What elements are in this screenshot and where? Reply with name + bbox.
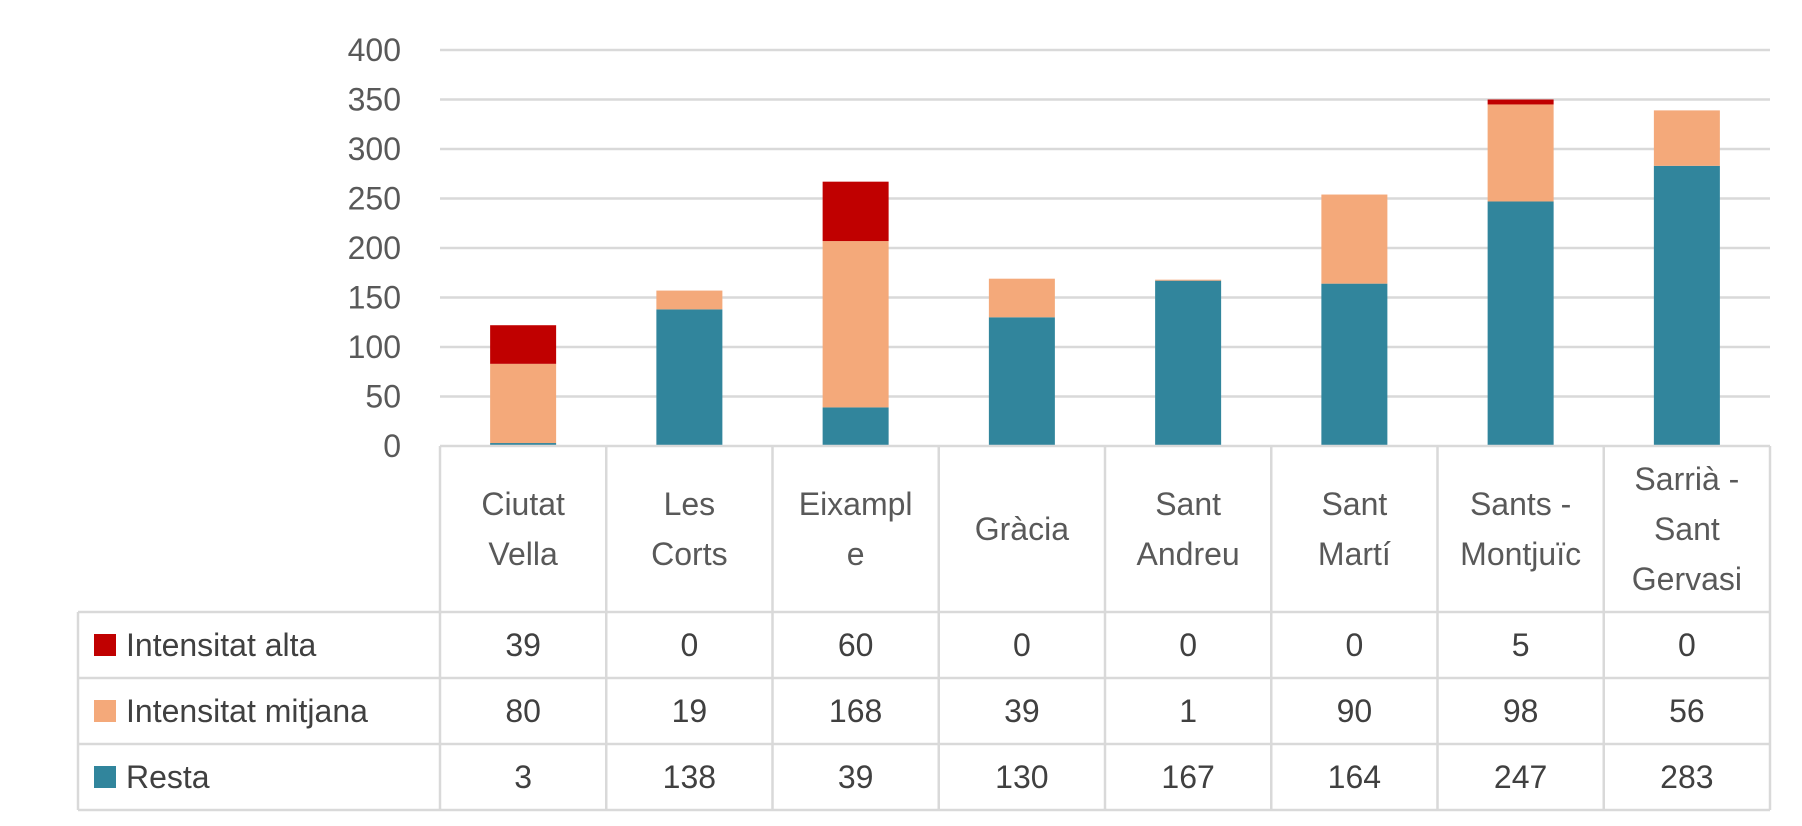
category-label: Sants - [1470,486,1571,522]
bar-segment [1321,194,1388,284]
legend-swatch [94,766,116,788]
category-label: Sarrià - [1634,461,1739,497]
category-label: Vella [488,536,558,572]
category-label: Sant [1321,486,1387,522]
bar-segment [490,325,557,364]
bars [490,99,1720,446]
data-label: 283 [1660,759,1713,795]
category-label: Sant [1155,486,1221,522]
y-tick-label: 100 [348,329,401,365]
y-tick-label: 50 [365,379,401,415]
y-tick-label: 300 [348,131,401,167]
bar-segment [1321,283,1388,446]
bar-segment [1653,110,1720,166]
category-label: Martí [1318,536,1391,572]
category-label: Andreu [1137,536,1240,572]
legend-swatch [94,700,116,722]
bar-segment [822,407,889,446]
bar-segment [1653,165,1720,446]
data-label: 39 [838,759,874,795]
data-label: 3 [514,759,532,795]
y-tick-label: 250 [348,181,401,217]
data-label: 0 [680,627,698,663]
data-label: 168 [829,693,882,729]
data-label: 0 [1013,627,1031,663]
data-label: 39 [1004,693,1040,729]
category-label: Gervasi [1632,561,1742,597]
legend-label: Intensitat mitjana [126,693,368,729]
data-label: 5 [1512,627,1530,663]
gridlines [440,48,1770,398]
y-tick-label: 400 [348,32,401,68]
category-label: Gràcia [975,511,1069,547]
legend-label: Resta [126,759,210,795]
data-label: 0 [1179,627,1197,663]
category-label: Sant [1654,511,1720,547]
bar-segment [988,278,1055,318]
data-label: 60 [838,627,874,663]
category-label: Eixampl [799,486,913,522]
bar-segment [822,181,889,242]
data-label: 167 [1161,759,1214,795]
bar-segment [656,309,723,446]
bar-segment [490,443,557,446]
bar-segment [1487,99,1554,105]
bar-segment [656,290,723,310]
bar-segment [1487,201,1554,446]
bar-segment [988,317,1055,446]
legend-swatch [94,634,116,656]
y-axis-ticks: 0 50 100 150 200 250 300 350 400 [348,32,401,464]
bar-segment [490,363,557,444]
bar-segment [1155,280,1222,446]
data-label: 56 [1669,693,1705,729]
y-tick-label: 350 [348,82,401,118]
data-label: 98 [1503,693,1539,729]
y-tick-label: 200 [348,230,401,266]
category-label: Ciutat [481,486,565,522]
data-label: 19 [672,693,708,729]
y-tick-label: 0 [383,428,401,464]
data-label: 90 [1337,693,1373,729]
data-label: 39 [505,627,541,663]
legend-label: Intensitat alta [126,627,317,663]
data-label: 0 [1678,627,1696,663]
data-label: 1 [1179,693,1197,729]
data-label: 130 [995,759,1048,795]
category-label: Les [664,486,716,522]
category-label: e [847,536,865,572]
data-label: 80 [505,693,541,729]
data-label: 247 [1494,759,1547,795]
data-label: 138 [663,759,716,795]
bar-segment [1487,104,1554,202]
data-label: 164 [1328,759,1381,795]
category-label: Montjuïc [1460,536,1581,572]
data-label: 0 [1345,627,1363,663]
category-label: Corts [651,536,727,572]
y-tick-label: 150 [348,280,401,316]
bar-segment [1155,279,1222,281]
data-table: Ciutat Vella Les Corts Eixampl e Gràcia Sant And… [76,444,1772,812]
bar-segment [822,241,889,408]
